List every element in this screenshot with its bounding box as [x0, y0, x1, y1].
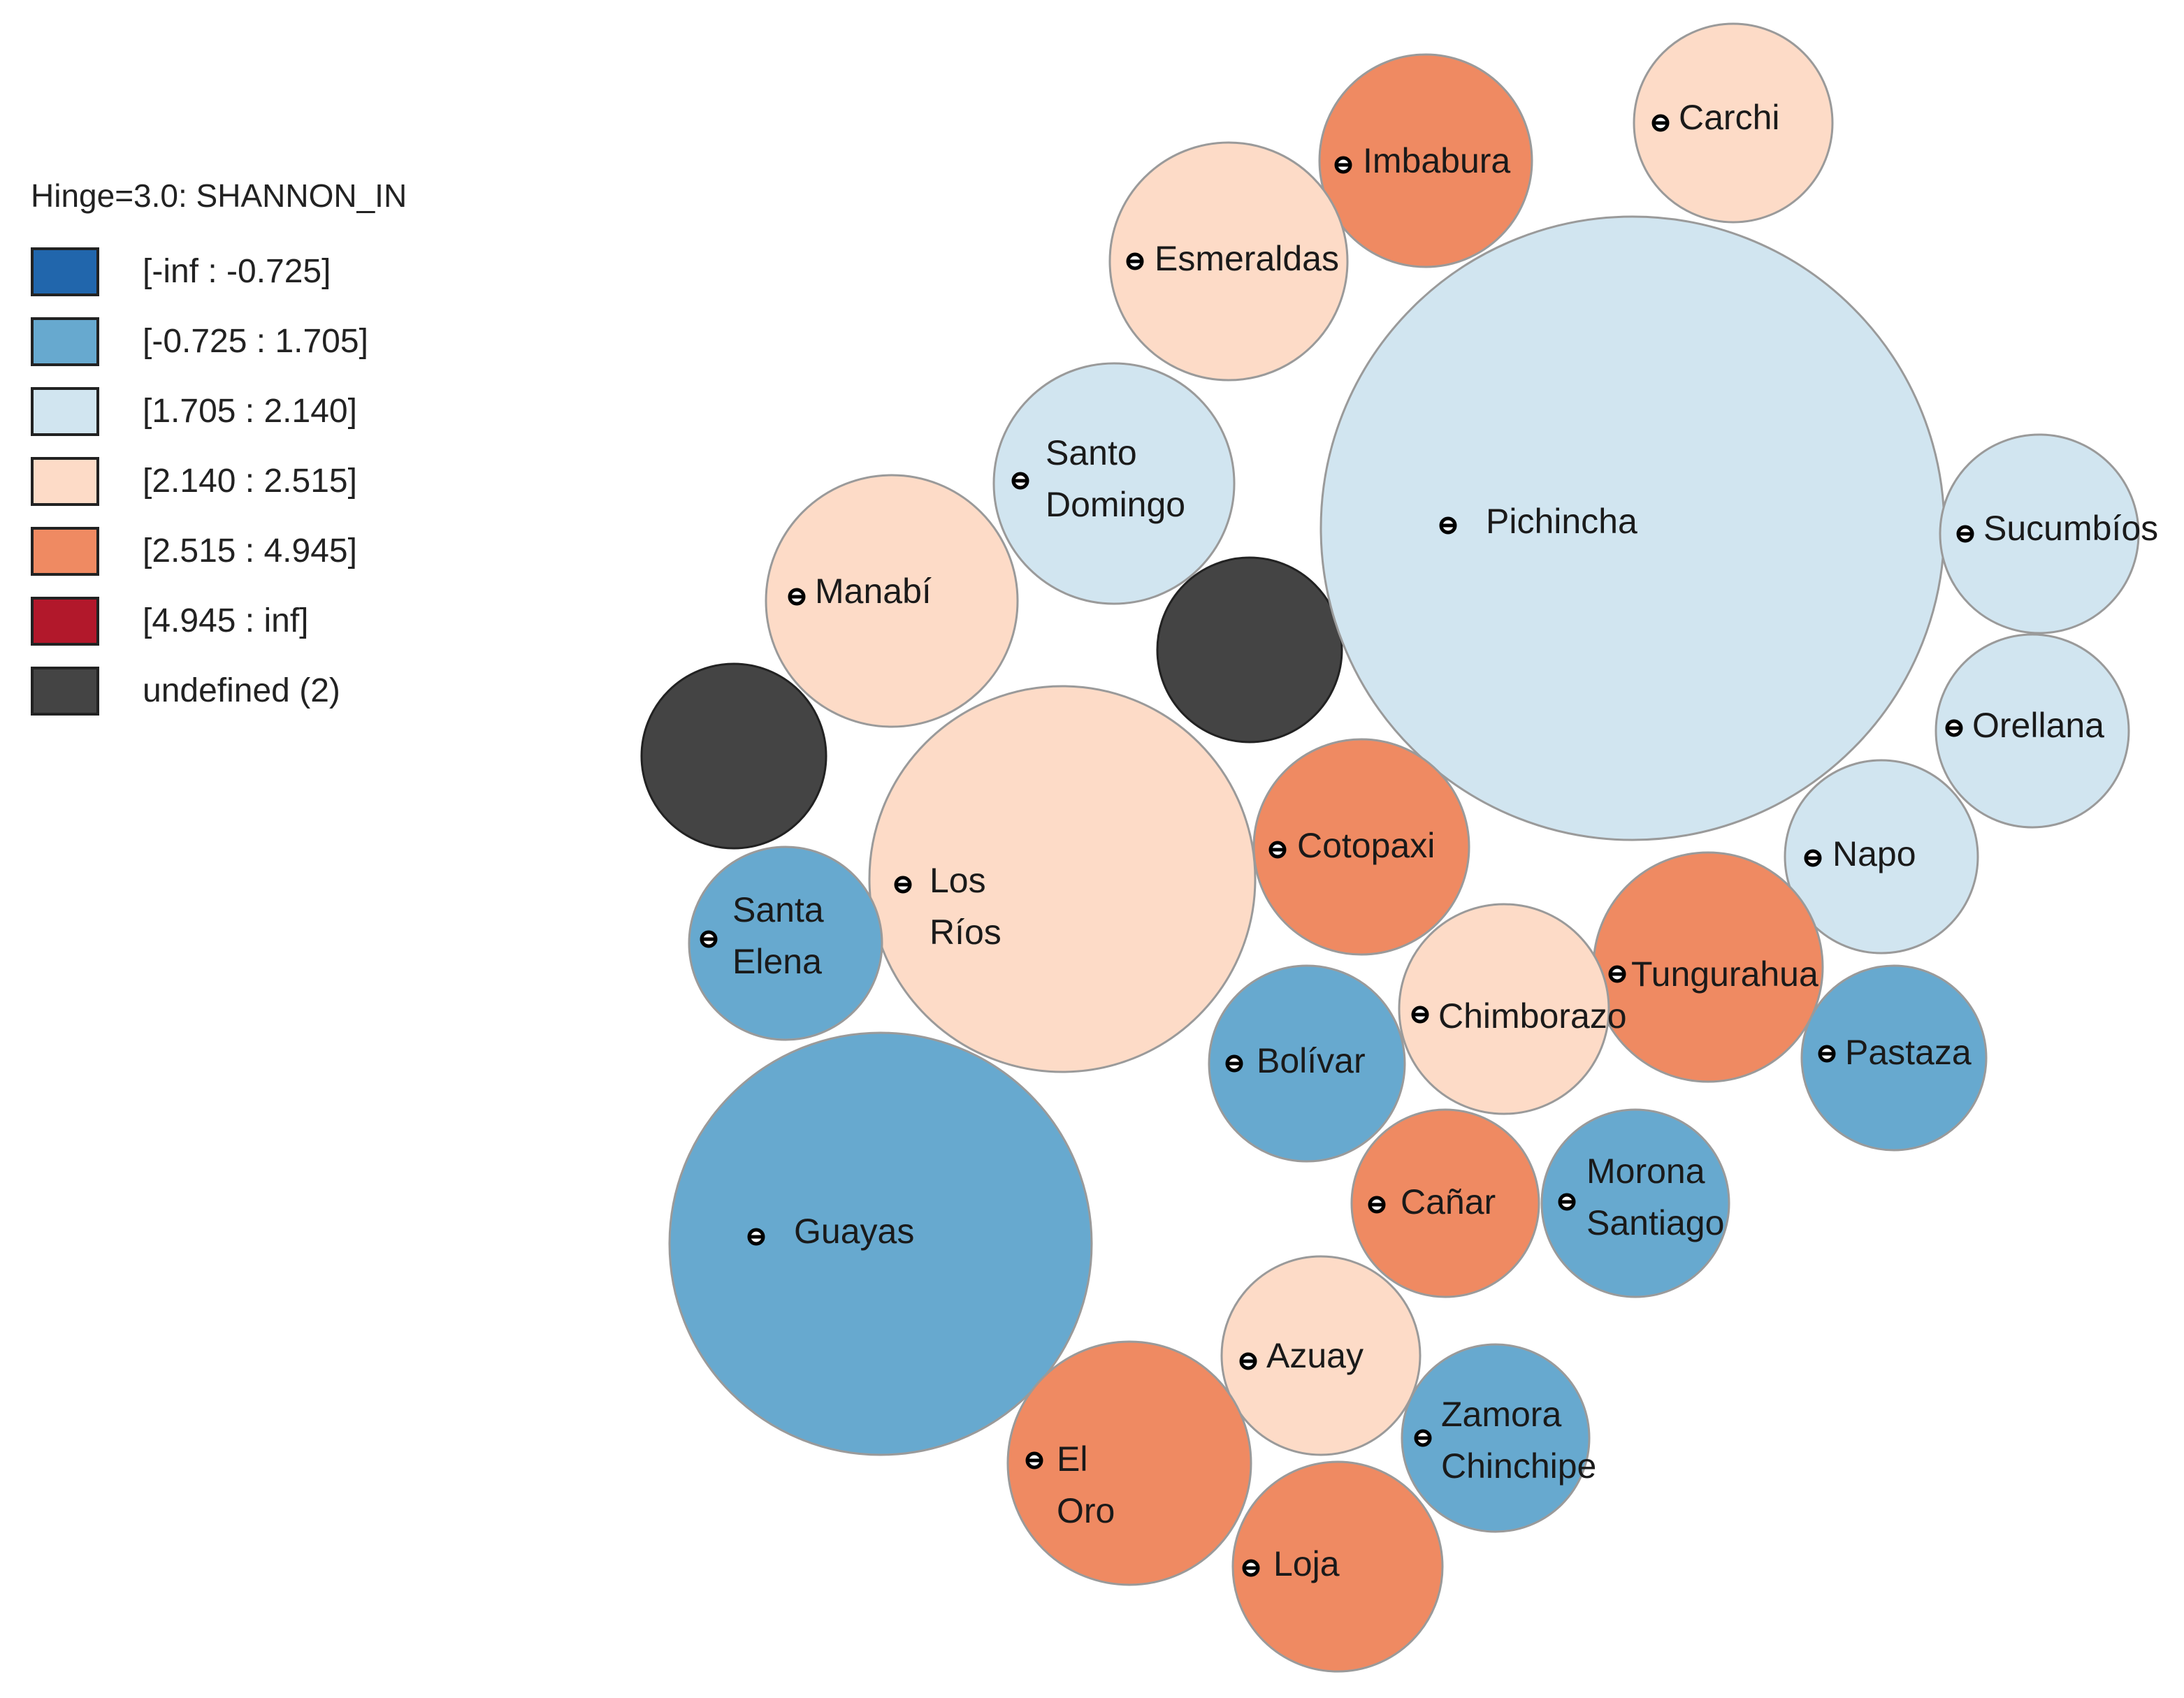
- bubble-orellana: [1934, 633, 2130, 829]
- region-bubbles: [668, 22, 2140, 1673]
- label-carchi: Carchi: [1679, 98, 1779, 137]
- label-sucumbios: Sucumbíos: [1983, 509, 2158, 548]
- label-orellana: Orellana: [1972, 706, 2104, 745]
- bubble-loja: [1231, 1460, 1444, 1673]
- centroid-marker-santo-domingo: [1011, 472, 1029, 490]
- centroid-marker-cotopaxi: [1268, 841, 1287, 859]
- bubble-carchi: [1633, 22, 1834, 224]
- undefined-bubble: [640, 662, 827, 850]
- label-tungurahua: Tungurahua: [1631, 955, 1818, 994]
- centroid-marker-pastaza: [1818, 1045, 1836, 1063]
- legend: Hinge=3.0: SHANNON_IN [-inf : -0.725] [-0…: [31, 177, 407, 716]
- label-azuay: Azuay: [1266, 1336, 1364, 1375]
- label-morona-santiago: Morona Santiago: [1586, 1152, 1724, 1242]
- label-imbabura: Imbabura: [1363, 141, 1510, 180]
- legend-swatch: [31, 247, 99, 296]
- centroid-marker-zamora-chinchipe: [1414, 1429, 1432, 1447]
- centroid-marker-sucumbios: [1956, 525, 1974, 543]
- bubble-sucumbios: [1939, 433, 2140, 634]
- centroid-marker-napo: [1804, 849, 1822, 867]
- label-napo: Napo: [1832, 834, 1916, 873]
- centroid-marker-carchi: [1651, 114, 1670, 132]
- bubble-napo: [1784, 759, 1979, 955]
- bubble-bolivar: [1208, 964, 1406, 1163]
- centroid-marker-morona-santiago: [1558, 1193, 1576, 1211]
- centroid-marker-imbabura: [1334, 156, 1352, 174]
- legend-label: [1.705 : 2.140]: [143, 393, 357, 430]
- bubble-canar: [1350, 1108, 1540, 1298]
- bubble-cotopaxi: [1252, 738, 1470, 956]
- legend-label: [2.515 : 4.945]: [143, 532, 357, 569]
- centroid-marker-azuay: [1239, 1352, 1257, 1370]
- label-loja: Loja: [1273, 1544, 1340, 1583]
- legend-title: Hinge=3.0: SHANNON_IN: [31, 177, 407, 214]
- bubble-pastaza: [1800, 964, 1988, 1152]
- region-labels: Carchi Imbabura Esmeraldas Pichincha Santo Do…: [700, 98, 2158, 1583]
- centroid-marker-guayas: [747, 1228, 765, 1246]
- centroid-marker-loja: [1242, 1559, 1260, 1577]
- undefined-bubbles: [640, 556, 1343, 850]
- label-santa-elena: Santa Elena: [732, 890, 824, 981]
- label-santo-domingo: Santo Domingo: [1046, 433, 1185, 524]
- legend-swatch: [31, 457, 99, 506]
- centroid-marker-santa-elena: [700, 930, 718, 948]
- legend-swatch: [31, 527, 99, 576]
- legend-label: [-inf : -0.725]: [143, 253, 331, 290]
- bubble-santa-elena: [688, 846, 883, 1041]
- bubble-azuay: [1220, 1255, 1422, 1456]
- bubble-santo-domingo: [992, 362, 1236, 605]
- centroid-marker-orellana: [1945, 719, 1963, 737]
- legend-label: [-0.725 : 1.705]: [143, 323, 368, 360]
- label-cotopaxi: Cotopaxi: [1297, 826, 1435, 865]
- centroid-marker-pichincha: [1439, 516, 1457, 535]
- centroid-marker-tungurahua: [1608, 965, 1626, 983]
- bubble-chimborazo: [1398, 903, 1610, 1115]
- centroid-marker-bolivar: [1225, 1054, 1243, 1073]
- bubble-esmeraldas: [1108, 141, 1349, 382]
- label-chimborazo: Chimborazo: [1438, 996, 1627, 1036]
- label-guayas: Guayas: [794, 1212, 914, 1251]
- label-pastaza: Pastaza: [1845, 1033, 1972, 1072]
- legend-swatch: [31, 597, 99, 646]
- centroid-marker-los-rios: [894, 876, 912, 894]
- bubble-el-oro: [1006, 1340, 1252, 1586]
- bubble-imbabura: [1318, 53, 1533, 268]
- centroid-marker-manabi: [788, 588, 806, 606]
- legend-swatch: [31, 317, 99, 366]
- bubble-zamora-chinchipe: [1401, 1343, 1591, 1533]
- centroid-marker-canar: [1368, 1196, 1386, 1214]
- legend-swatch: [31, 387, 99, 436]
- centroid-marker-el-oro: [1025, 1451, 1043, 1470]
- legend-label: [4.945 : inf]: [143, 602, 309, 639]
- centroid-marker-esmeraldas: [1126, 252, 1144, 270]
- bubble-los-rios: [868, 685, 1257, 1073]
- label-canar: Cañar: [1401, 1182, 1496, 1221]
- label-zamora-chinchipe: Zamora Chinchipe: [1441, 1395, 1596, 1486]
- undefined-bubble: [1156, 556, 1343, 743]
- label-bolivar: Bolívar: [1257, 1041, 1366, 1080]
- centroid-marker-chimborazo: [1411, 1006, 1429, 1024]
- bubble-morona-santiago: [1540, 1108, 1730, 1298]
- label-los-rios: Los Ríos: [930, 861, 1001, 952]
- bubble-guayas: [668, 1031, 1093, 1456]
- label-pichincha: Pichincha: [1486, 502, 1637, 541]
- label-manabi: Manabí: [815, 572, 932, 611]
- legend-label: [2.140 : 2.515]: [143, 463, 357, 500]
- label-el-oro: El Oro: [1057, 1439, 1115, 1530]
- label-esmeraldas: Esmeraldas: [1155, 239, 1339, 278]
- legend-swatch: [31, 667, 99, 716]
- bubble-manabi: [765, 474, 1019, 728]
- legend-label: undefined (2): [143, 672, 340, 709]
